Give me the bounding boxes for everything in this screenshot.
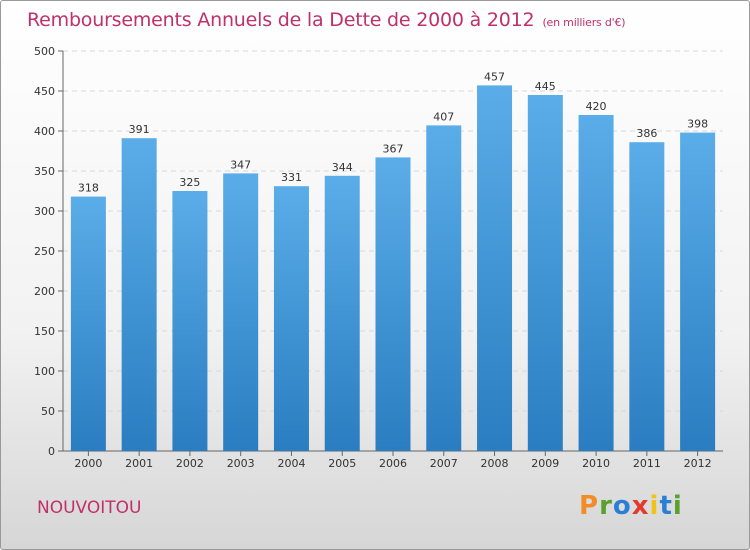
logo-letter: x <box>631 491 650 521</box>
y-tick-label: 50 <box>41 405 55 418</box>
x-tick-label: 2007 <box>430 457 458 470</box>
x-tick-label: 2000 <box>74 457 102 470</box>
x-tick-label: 2006 <box>379 457 407 470</box>
data-labels: 318 391 325 347 331 344 367 407 457 445 420 386 398 <box>78 70 708 194</box>
x-tick-label: 2012 <box>684 457 712 470</box>
x-tick-label: 2003 <box>227 457 255 470</box>
y-tick-label: 350 <box>34 165 55 178</box>
bar-2006 <box>375 157 411 451</box>
data-label-2006: 367 <box>383 142 404 155</box>
y-tick-label: 250 <box>34 245 55 258</box>
data-label-2011: 386 <box>636 127 657 140</box>
bar-2011 <box>629 142 665 451</box>
y-tick-label: 200 <box>34 285 55 298</box>
data-label-2004: 331 <box>281 171 302 184</box>
x-tick-label: 2004 <box>277 457 305 470</box>
y-axis: 0 50 100 150 200 250 300 350 400 450 500 <box>34 45 64 458</box>
y-tick-label: 300 <box>34 205 55 218</box>
chart-subtitle: (en milliers d'€) <box>542 16 626 29</box>
x-axis: 2000 2001 2002 2003 2004 2005 2006 2007 2008 2009… <box>63 450 723 470</box>
x-tick-label: 2001 <box>125 457 153 470</box>
chart-title-text: Remboursements Annuels de la Dette de 20… <box>27 9 535 31</box>
bar-2007 <box>426 125 462 452</box>
y-tick-label: 400 <box>34 125 55 138</box>
data-label-2007: 407 <box>433 110 454 123</box>
data-label-2012: 398 <box>687 118 708 131</box>
proxiti-logo[interactable]: Proxiti <box>579 491 683 521</box>
logo-letter: t <box>659 491 673 521</box>
data-label-2005: 344 <box>332 161 353 174</box>
data-label-2008: 457 <box>484 70 505 83</box>
data-label-2002: 325 <box>179 176 200 189</box>
data-label-2000: 318 <box>78 182 99 195</box>
commune-name: NOUVOITOU <box>37 498 142 518</box>
bars <box>70 85 716 452</box>
x-tick-label: 2011 <box>633 457 661 470</box>
y-tick-label: 150 <box>34 325 55 338</box>
x-tick-label: 2005 <box>328 457 356 470</box>
logo-letter: o <box>612 491 632 521</box>
logo-letter: i <box>649 491 660 521</box>
bar-2004 <box>273 186 309 451</box>
bar-2009 <box>527 95 563 451</box>
y-tick-label: 500 <box>34 45 55 58</box>
bar-2008 <box>477 85 513 452</box>
y-tick-label: 100 <box>34 365 55 378</box>
bar-2002 <box>172 191 208 451</box>
bar-2005 <box>324 175 360 452</box>
logo-letter: r <box>599 491 613 521</box>
data-label-2009: 445 <box>535 80 556 93</box>
logo-letter: P <box>579 491 600 521</box>
data-label-2003: 347 <box>230 158 251 171</box>
logo-letter: i <box>672 491 683 521</box>
bar-2000 <box>70 196 106 451</box>
x-tick-label: 2002 <box>176 457 204 470</box>
data-label-2001: 391 <box>129 123 150 136</box>
y-tick-label: 450 <box>34 85 55 98</box>
bar-2010 <box>578 115 614 451</box>
chart-title: Remboursements Annuels de la Dette de 20… <box>27 9 626 31</box>
x-tick-label: 2010 <box>582 457 610 470</box>
bar-2001 <box>121 138 157 451</box>
bar-2003 <box>223 173 259 451</box>
bar-2012 <box>680 132 716 451</box>
data-label-2010: 420 <box>586 100 607 113</box>
x-tick-label: 2008 <box>481 457 509 470</box>
x-tick-label: 2009 <box>531 457 559 470</box>
y-tick-label: 0 <box>48 445 55 458</box>
